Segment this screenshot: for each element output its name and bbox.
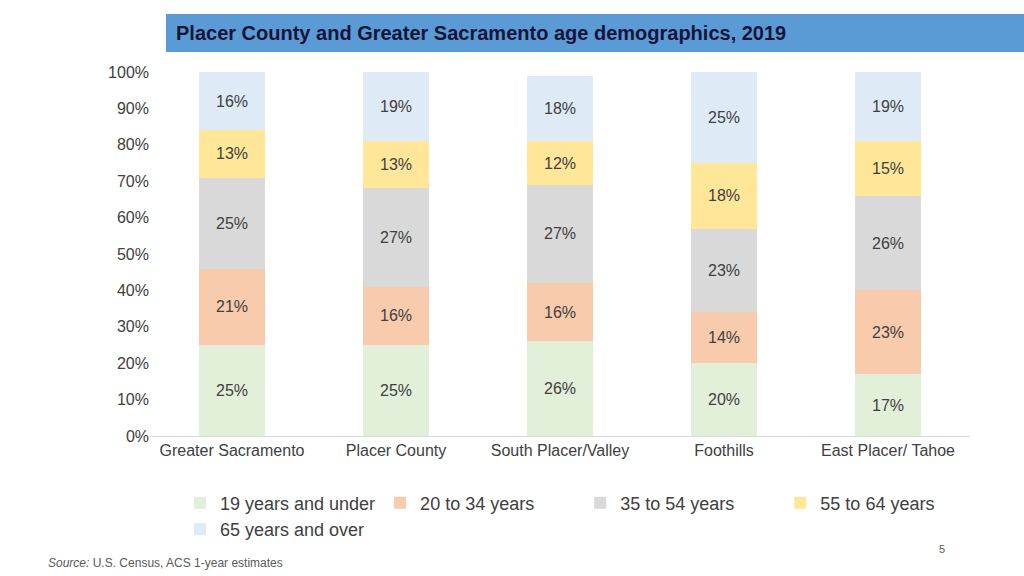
svg-text:0%: 0% xyxy=(126,428,149,445)
svg-text:23%: 23% xyxy=(872,324,904,341)
svg-text:13%: 13% xyxy=(380,156,412,173)
svg-text:23%: 23% xyxy=(708,262,740,279)
svg-text:27%: 27% xyxy=(544,225,576,242)
svg-text:16%: 16% xyxy=(380,307,412,324)
svg-text:26%: 26% xyxy=(544,380,576,397)
svg-text:16%: 16% xyxy=(544,304,576,321)
svg-text:Placer County: Placer County xyxy=(346,442,447,459)
svg-text:Greater Sacramento: Greater Sacramento xyxy=(160,442,305,459)
svg-text:18%: 18% xyxy=(544,100,576,117)
svg-text:80%: 80% xyxy=(117,136,149,153)
svg-text:20%: 20% xyxy=(708,391,740,408)
svg-text:26%: 26% xyxy=(872,235,904,252)
svg-text:10%: 10% xyxy=(117,391,149,408)
svg-text:14%: 14% xyxy=(708,329,740,346)
svg-text:65 years and over: 65 years and over xyxy=(220,520,364,540)
svg-text:70%: 70% xyxy=(117,173,149,190)
svg-text:35 to 54 years: 35 to 54 years xyxy=(620,494,734,514)
html-text:Placer County and Greater Sacr: Placer County and Greater Sacramento age… xyxy=(176,22,787,44)
svg-text:90%: 90% xyxy=(117,100,149,117)
svg-text:21%: 21% xyxy=(216,298,248,315)
svg-text:12%: 12% xyxy=(544,155,576,172)
svg-text:20%: 20% xyxy=(117,355,149,372)
svg-text:25%: 25% xyxy=(216,382,248,399)
svg-text:17%: 17% xyxy=(872,397,904,414)
svg-text:40%: 40% xyxy=(117,282,149,299)
svg-text:18%: 18% xyxy=(708,187,740,204)
svg-text:25%: 25% xyxy=(708,109,740,126)
svg-text:15%: 15% xyxy=(872,160,904,177)
svg-text:19%: 19% xyxy=(380,98,412,115)
svg-text:20 to 34 years: 20 to 34 years xyxy=(420,494,534,514)
svg-text:South Placer/Valley: South Placer/Valley xyxy=(491,442,629,459)
svg-text:25%: 25% xyxy=(216,215,248,232)
svg-text:16%: 16% xyxy=(216,93,248,110)
svg-text:Source: U.S. Census, ACS 1-yea: Source: U.S. Census, ACS 1-year estimate… xyxy=(48,556,283,570)
svg-text:55 to 64 years: 55 to 64 years xyxy=(820,494,934,514)
svg-text:5: 5 xyxy=(939,543,945,555)
svg-text:100%: 100% xyxy=(108,64,149,81)
svg-text:30%: 30% xyxy=(117,318,149,335)
svg-text:19 years and under: 19 years and under xyxy=(220,494,375,514)
svg-text:19%: 19% xyxy=(872,98,904,115)
svg-text:East Placer/ Tahoe: East Placer/ Tahoe xyxy=(821,442,955,459)
svg-text:60%: 60% xyxy=(117,209,149,226)
svg-text:13%: 13% xyxy=(216,145,248,162)
svg-text:27%: 27% xyxy=(380,229,412,246)
svg-text:Foothills: Foothills xyxy=(694,442,754,459)
svg-text:50%: 50% xyxy=(117,246,149,263)
svg-text:25%: 25% xyxy=(380,382,412,399)
